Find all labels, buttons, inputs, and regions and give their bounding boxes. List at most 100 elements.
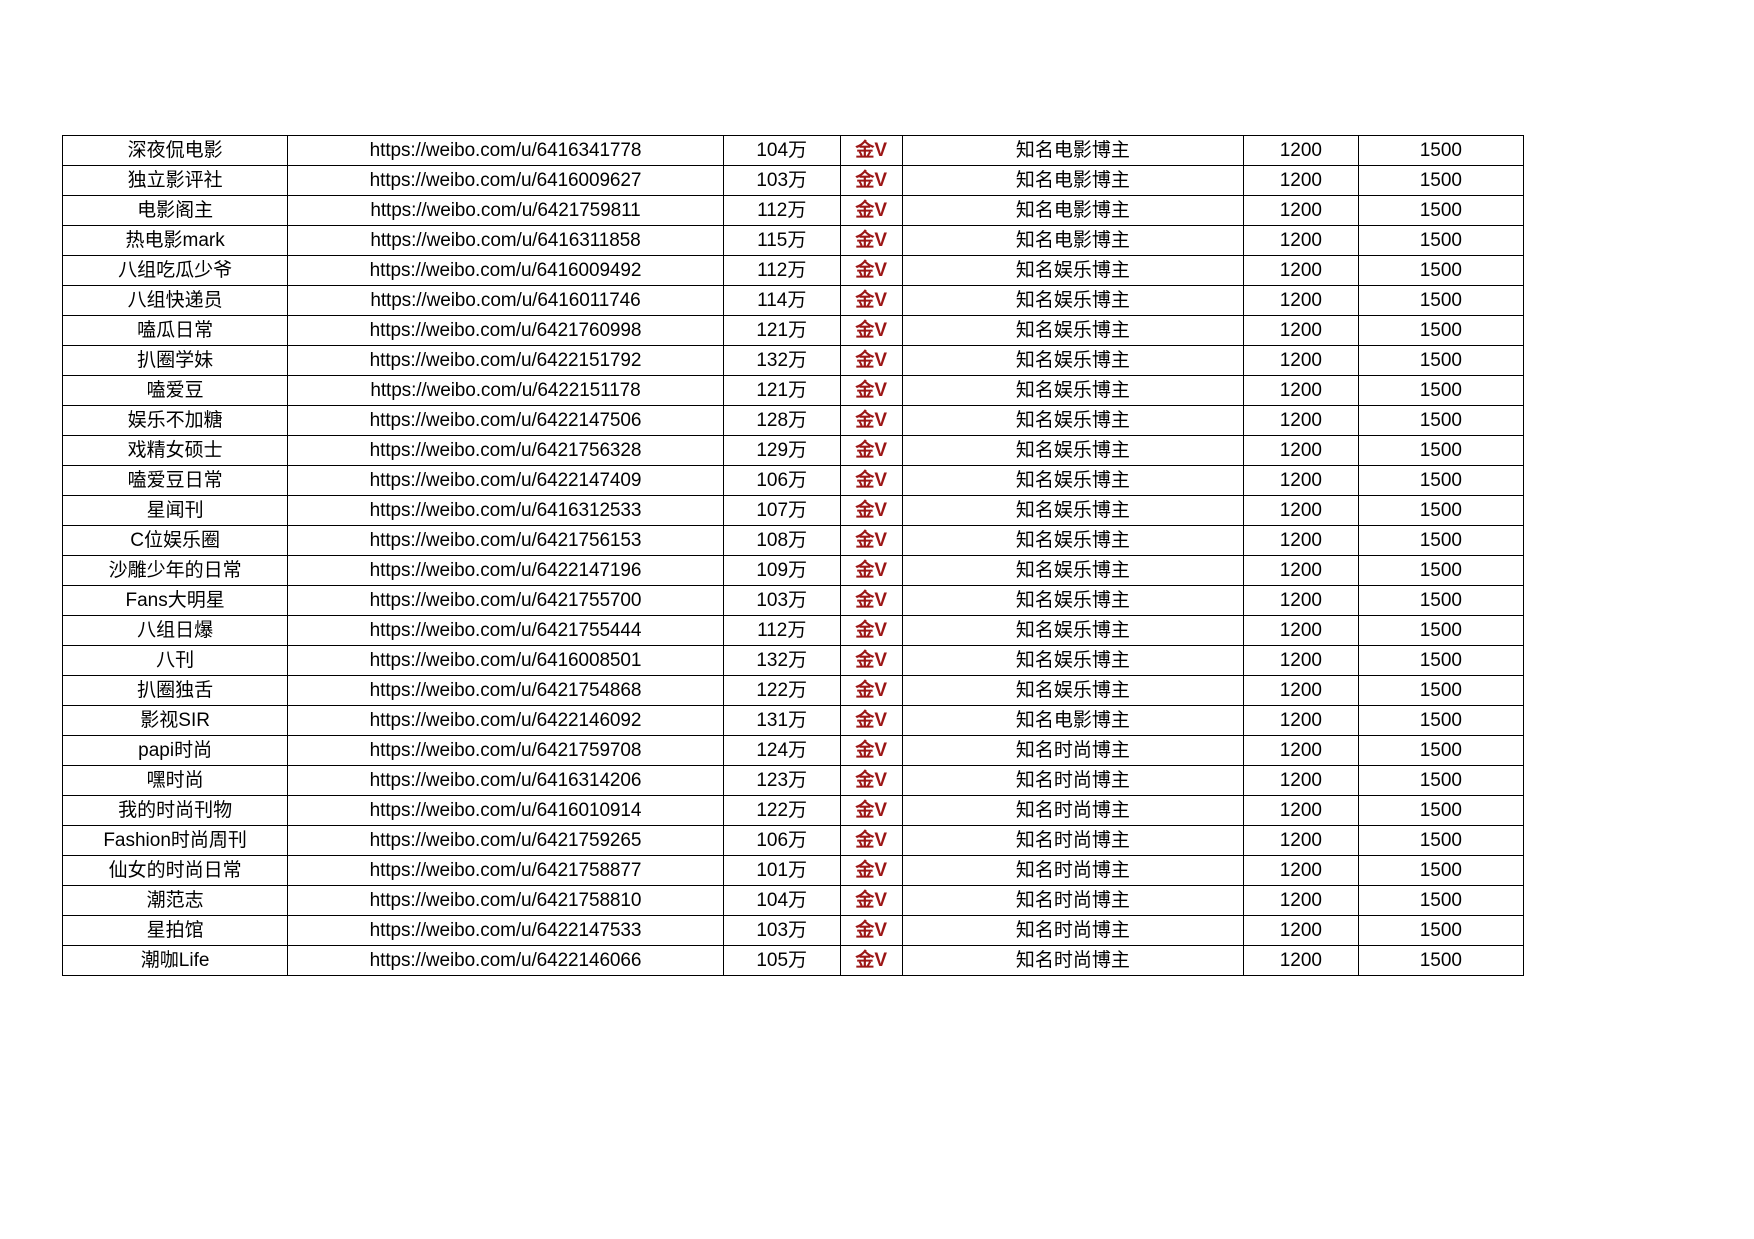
cell-account-name[interactable]: 我的时尚刊物	[61, 795, 289, 826]
cell-followers[interactable]: 104万	[722, 135, 841, 166]
cell-price-direct[interactable]: 1200	[1242, 735, 1359, 766]
cell-price-repost[interactable]: 1500	[1357, 345, 1525, 376]
cell-price-direct[interactable]: 1200	[1242, 675, 1359, 706]
table-row[interactable]: 电影阁主 https://weibo.com/u/6421759811 112万 金V…	[61, 195, 1525, 226]
cell-profile-url[interactable]: https://weibo.com/u/6421759708	[287, 735, 724, 766]
cell-blogger-type[interactable]: 知名电影博主	[901, 225, 1244, 256]
cell-price-direct[interactable]: 1200	[1242, 615, 1359, 646]
cell-price-repost[interactable]: 1500	[1357, 915, 1525, 946]
cell-price-repost[interactable]: 1500	[1357, 285, 1525, 316]
cell-verification-level[interactable]: 金V	[839, 645, 903, 676]
cell-profile-url[interactable]: https://weibo.com/u/6421756328	[287, 435, 724, 466]
cell-verification-level[interactable]: 金V	[839, 165, 903, 196]
cell-price-direct[interactable]: 1200	[1242, 195, 1359, 226]
cell-followers[interactable]: 114万	[722, 285, 841, 316]
cell-account-name[interactable]: Fashion时尚周刊	[61, 825, 289, 856]
cell-profile-url[interactable]: https://weibo.com/u/6416008501	[287, 645, 724, 676]
cell-blogger-type[interactable]: 知名时尚博主	[901, 855, 1244, 886]
cell-verification-level[interactable]: 金V	[839, 915, 903, 946]
cell-followers[interactable]: 124万	[722, 735, 841, 766]
cell-price-repost[interactable]: 1500	[1357, 675, 1525, 706]
cell-price-direct[interactable]: 1200	[1242, 585, 1359, 616]
cell-blogger-type[interactable]: 知名时尚博主	[901, 885, 1244, 916]
cell-verification-level[interactable]: 金V	[839, 255, 903, 286]
cell-blogger-type[interactable]: 知名电影博主	[901, 195, 1244, 226]
cell-profile-url[interactable]: https://weibo.com/u/6416311858	[287, 225, 724, 256]
cell-blogger-type[interactable]: 知名时尚博主	[901, 795, 1244, 826]
cell-verification-level[interactable]: 金V	[839, 435, 903, 466]
cell-price-direct[interactable]: 1200	[1242, 345, 1359, 376]
cell-verification-level[interactable]: 金V	[839, 465, 903, 496]
cell-verification-level[interactable]: 金V	[839, 675, 903, 706]
cell-followers[interactable]: 105万	[722, 945, 841, 976]
cell-price-direct[interactable]: 1200	[1242, 645, 1359, 676]
cell-blogger-type[interactable]: 知名娱乐博主	[901, 585, 1244, 616]
cell-followers[interactable]: 132万	[722, 345, 841, 376]
cell-profile-url[interactable]: https://weibo.com/u/6416010914	[287, 795, 724, 826]
cell-price-direct[interactable]: 1200	[1242, 225, 1359, 256]
cell-verification-level[interactable]: 金V	[839, 135, 903, 166]
table-row[interactable]: 独立影评社 https://weibo.com/u/6416009627 103万金…	[61, 165, 1525, 196]
cell-profile-url[interactable]: https://weibo.com/u/6416011746	[287, 285, 724, 316]
table-row[interactable]: 潮范志 https://weibo.com/u/6421758810 104万 金V 知…	[61, 885, 1525, 916]
cell-followers[interactable]: 112万	[722, 195, 841, 226]
cell-account-name[interactable]: 电影阁主	[61, 195, 289, 226]
table-row[interactable]: C位娱乐圈 https://weibo.com/u/6421756153 108万金…	[61, 525, 1525, 556]
cell-price-direct[interactable]: 1200	[1242, 555, 1359, 586]
cell-profile-url[interactable]: https://weibo.com/u/6416009627	[287, 165, 724, 196]
table-row[interactable]: 八刊 https://weibo.com/u/6416008501 132万 金V 知名…	[61, 645, 1525, 676]
cell-blogger-type[interactable]: 知名电影博主	[901, 705, 1244, 736]
cell-followers[interactable]: 101万	[722, 855, 841, 886]
cell-followers[interactable]: 112万	[722, 255, 841, 286]
cell-price-repost[interactable]: 1500	[1357, 225, 1525, 256]
cell-verification-level[interactable]: 金V	[839, 195, 903, 226]
cell-blogger-type[interactable]: 知名娱乐博主	[901, 375, 1244, 406]
cell-price-repost[interactable]: 1500	[1357, 495, 1525, 526]
cell-profile-url[interactable]: https://weibo.com/u/6421758877	[287, 855, 724, 886]
cell-profile-url[interactable]: https://weibo.com/u/6421759265	[287, 825, 724, 856]
cell-verification-level[interactable]: 金V	[839, 885, 903, 916]
cell-price-repost[interactable]: 1500	[1357, 945, 1525, 976]
table-row[interactable]: 嗑爱豆 https://weibo.com/u/6422151178 121万 金V 知…	[61, 375, 1525, 406]
cell-followers[interactable]: 129万	[722, 435, 841, 466]
cell-profile-url[interactable]: https://weibo.com/u/6416312533	[287, 495, 724, 526]
cell-verification-level[interactable]: 金V	[839, 765, 903, 796]
cell-profile-url[interactable]: https://weibo.com/u/6421756153	[287, 525, 724, 556]
cell-blogger-type[interactable]: 知名娱乐博主	[901, 255, 1244, 286]
cell-followers[interactable]: 115万	[722, 225, 841, 256]
cell-price-repost[interactable]: 1500	[1357, 435, 1525, 466]
cell-profile-url[interactable]: https://weibo.com/u/6421755700	[287, 585, 724, 616]
cell-blogger-type[interactable]: 知名娱乐博主	[901, 615, 1244, 646]
cell-profile-url[interactable]: https://weibo.com/u/6422147533	[287, 915, 724, 946]
cell-profile-url[interactable]: https://weibo.com/u/6422151792	[287, 345, 724, 376]
table-row[interactable]: 嘿时尚 https://weibo.com/u/6416314206 123万 金V 知…	[61, 765, 1525, 796]
cell-followers[interactable]: 122万	[722, 675, 841, 706]
table-row[interactable]: 潮咖Life https://weibo.com/u/6422146066 105万…	[61, 945, 1525, 976]
table-row[interactable]: 深夜侃电影 https://weibo.com/u/6416341778 104万金…	[61, 135, 1525, 166]
cell-price-repost[interactable]: 1500	[1357, 405, 1525, 436]
cell-verification-level[interactable]: 金V	[839, 285, 903, 316]
cell-price-repost[interactable]: 1500	[1357, 855, 1525, 886]
cell-price-direct[interactable]: 1200	[1242, 945, 1359, 976]
cell-verification-level[interactable]: 金V	[839, 375, 903, 406]
table-row[interactable]: 八组日爆 https://weibo.com/u/6421755444 112万 金V…	[61, 615, 1525, 646]
table-row[interactable]: 热电影mark https://weibo.com/u/6416311858 115…	[61, 225, 1525, 256]
cell-price-direct[interactable]: 1200	[1242, 285, 1359, 316]
cell-blogger-type[interactable]: 知名娱乐博主	[901, 405, 1244, 436]
cell-blogger-type[interactable]: 知名娱乐博主	[901, 555, 1244, 586]
cell-followers[interactable]: 109万	[722, 555, 841, 586]
cell-price-direct[interactable]: 1200	[1242, 855, 1359, 886]
cell-followers[interactable]: 121万	[722, 315, 841, 346]
cell-followers[interactable]: 103万	[722, 915, 841, 946]
cell-verification-level[interactable]: 金V	[839, 945, 903, 976]
cell-verification-level[interactable]: 金V	[839, 615, 903, 646]
table-row[interactable]: papi时尚 https://weibo.com/u/6421759708 124万…	[61, 735, 1525, 766]
cell-price-direct[interactable]: 1200	[1242, 885, 1359, 916]
cell-price-direct[interactable]: 1200	[1242, 165, 1359, 196]
cell-account-name[interactable]: 仙女的时尚日常	[61, 855, 289, 886]
cell-account-name[interactable]: 嘿时尚	[61, 765, 289, 796]
cell-verification-level[interactable]: 金V	[839, 525, 903, 556]
table-row[interactable]: Fashion时尚周刊 https://weibo.com/u/642175926…	[61, 825, 1525, 856]
cell-price-direct[interactable]: 1200	[1242, 825, 1359, 856]
cell-blogger-type[interactable]: 知名电影博主	[901, 135, 1244, 166]
